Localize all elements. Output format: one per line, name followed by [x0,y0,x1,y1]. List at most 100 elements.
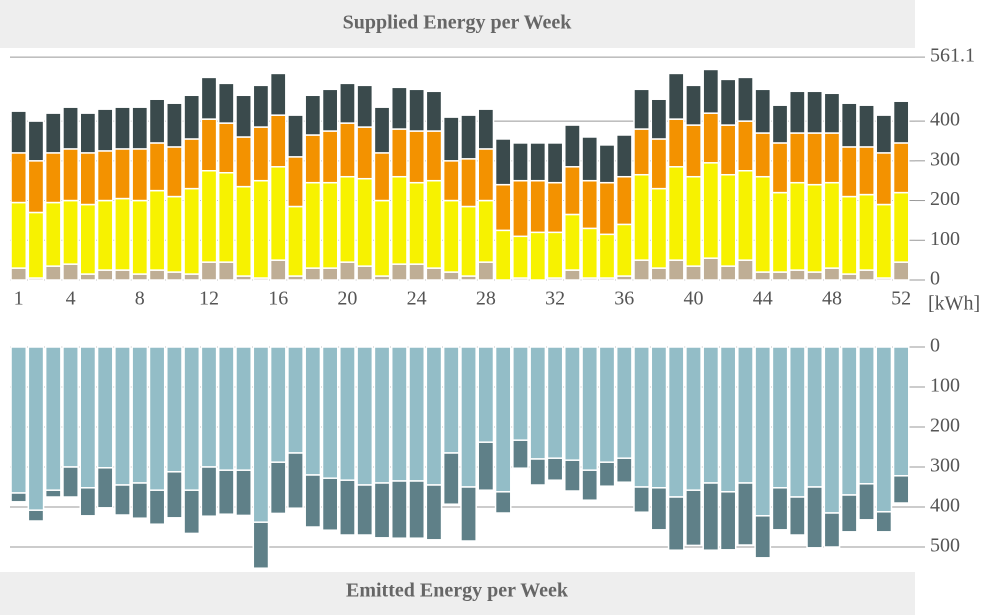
x-tick-label: 4 [66,288,76,310]
bar-segment [477,148,495,202]
bar-segment [27,211,45,279]
bar-segment [650,487,668,531]
bar-segment [408,181,426,265]
bar-segment [148,346,166,491]
bar-segment [564,166,581,216]
bar-segment [685,265,702,281]
bar-segment [304,94,322,136]
bar-segment [685,346,702,491]
bar-segment [10,346,28,494]
x-tick-label: 44 [753,288,773,310]
bar-segment [875,203,893,279]
bar-segment [598,461,616,487]
bar-segment [390,128,408,178]
bar-segment [719,173,737,267]
bar-segment [667,346,685,498]
bar-segment [27,509,45,522]
bar-segment [667,259,685,281]
bar-segment [754,346,772,517]
bar-segment [131,273,149,281]
bar-segment [650,267,668,281]
bar-segment [737,259,754,281]
bar-segment [425,179,443,269]
bar-segment [96,150,114,202]
bar-segment [321,267,339,281]
title-band [0,0,915,48]
bar-segment [806,183,824,273]
bar-segment [633,486,650,513]
bar-segment [235,469,252,517]
bar-segment [217,261,235,281]
bar-segment [269,166,287,261]
bar-segment [44,489,62,498]
bar-segment [806,90,824,134]
bar-segment [96,199,114,271]
x-tick-label: 36 [614,288,634,310]
bar-segment [269,346,287,463]
y-tick-label: 100 [930,228,960,250]
bar-segment [356,84,374,128]
bar-segment [667,118,685,168]
bar-segment [79,152,97,206]
bar-segment [321,477,339,531]
bar-segment [737,120,754,172]
bar-segment [10,492,28,503]
bar-segment [390,263,408,281]
bar-segment [858,483,875,521]
bar-segment [252,179,270,279]
bar-segment [615,457,633,483]
bar-segment [217,346,235,471]
bar-segment [685,175,702,267]
chart-title: Emitted Energy per Week [346,580,569,602]
y-tick-label: 500 [930,535,960,557]
bar-segment [356,126,374,180]
bar-segment [200,466,218,517]
bar-segment [892,100,910,144]
bar-segment [823,132,841,184]
x-tick-label: 28 [476,288,496,310]
bar-segment [529,231,547,281]
bar-segment [875,152,893,206]
bar-segment [44,201,62,267]
bar-segment [10,152,28,204]
bar-segment [408,263,426,281]
bar-segment [304,134,322,184]
bar-segment [269,72,287,116]
bar-segment [564,213,581,271]
bar-segment [512,235,529,279]
bar-segment [840,494,858,533]
bar-segment [339,479,356,536]
bar-segment [512,439,529,469]
bar-segment [771,191,789,273]
bar-segment [512,346,529,441]
y-tick-label: 400 [930,495,960,517]
bar-segment [390,346,408,482]
bar-segment [339,175,356,263]
bar-segment [598,346,616,463]
bar-segment [702,482,720,551]
bar-segment [252,521,270,569]
bar-segment [512,179,529,238]
bar-segment [183,489,201,535]
bar-segment [788,90,806,134]
bar-segment [806,486,824,549]
bar-segment [79,273,97,281]
bar-segment [806,346,824,488]
bar-segment [408,88,426,132]
bar-segment [79,203,97,275]
bar-segment [183,346,201,491]
bar-segment [321,346,339,479]
bar-segment [754,271,772,281]
bar-segment [719,491,737,551]
bar-segment [114,484,131,516]
bar-segment [373,199,391,277]
bar-segment [356,484,374,536]
bar-segment [702,162,720,259]
bar-segment [875,346,893,513]
bar-segment [321,181,339,269]
bar-segment [114,269,131,281]
bar-segment [477,346,495,443]
bar-segment [477,199,495,263]
x-tick-label: 8 [135,288,145,310]
